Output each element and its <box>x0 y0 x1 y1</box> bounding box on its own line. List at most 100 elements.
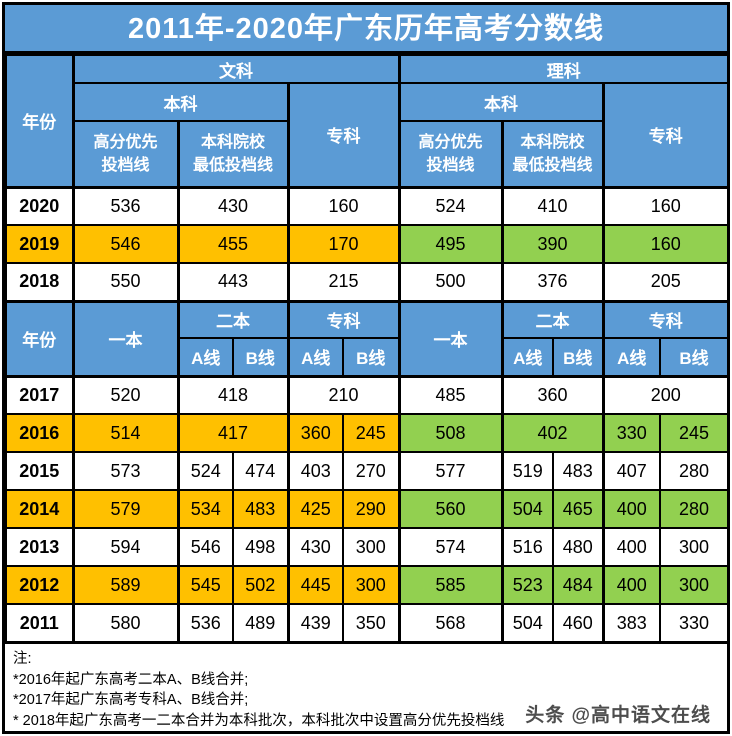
liberal-arts-header: 文科 <box>71 54 401 84</box>
score-cell: 508 <box>397 413 504 453</box>
score-cell: 280 <box>659 489 730 529</box>
score-cell: 568 <box>397 603 504 643</box>
header-row-lines: 高分优先 投档线 本科院校 最低投档线 高分优先 投档线 本科院校 最低投档线 <box>6 120 728 188</box>
score-cell: 390 <box>500 224 605 264</box>
score-cell: 205 <box>601 262 730 302</box>
minimum-line-header-wen: 本科院校 最低投档线 <box>176 120 289 188</box>
score-cell: 417 <box>176 413 289 453</box>
score-cell: 160 <box>286 185 401 226</box>
b-line-header: B线 <box>552 337 605 377</box>
year-cell: 2012 <box>5 565 74 605</box>
score-cell: 504 <box>500 603 555 643</box>
notes-section: 注: *2016年起广东高考二本A、B线合并; *2017年起广东高考专科A、B… <box>5 643 727 735</box>
score-cell: 546 <box>176 527 234 567</box>
science-header: 理科 <box>397 54 730 84</box>
score-cell: 360 <box>286 413 344 453</box>
score-cell: 474 <box>232 451 289 491</box>
score-cell: 573 <box>71 451 179 491</box>
score-cell: 360 <box>500 374 605 415</box>
tier1-header-wen: 一本 <box>71 299 179 377</box>
priority-line-header-li: 高分优先 投档线 <box>397 120 504 188</box>
tier2-header-wen: 二本 <box>176 299 289 339</box>
score-cell: 430 <box>176 185 289 226</box>
score-cell: 536 <box>176 603 234 643</box>
score-cell: 534 <box>176 489 234 529</box>
year-column-header: 年份 <box>5 54 74 188</box>
score-cell: 455 <box>176 224 289 264</box>
score-cell: 489 <box>232 603 289 643</box>
score-cell: 300 <box>342 565 401 605</box>
header-row-streams: 年份 文科 理科 <box>5 54 730 188</box>
header-section-bottom: 年份 一本 二本 专科 一本 二本 专科 A线 B线 A线 B线 A线 B线 A… <box>5 299 730 377</box>
score-cell: 577 <box>397 451 504 491</box>
score-cell: 514 <box>71 413 179 453</box>
score-cell: 400 <box>601 489 662 529</box>
score-cell: 520 <box>71 374 179 415</box>
table-row: 2018 550 443 215 500 376 205 <box>5 262 730 302</box>
year-cell: 2017 <box>5 374 74 415</box>
score-cell: 402 <box>500 413 605 453</box>
score-cell: 439 <box>286 603 344 643</box>
score-cell: 460 <box>552 603 605 643</box>
score-cell: 407 <box>601 451 662 491</box>
score-rows-2018-2020: 2020 536 430 160 524 410 160 2019 546 455 170 495 39… <box>5 185 730 302</box>
table-row: 2017 520 418 210 485 360 200 <box>5 374 730 415</box>
header-row-tiers: 本科 专科 本科 专科 <box>6 82 730 188</box>
year-cell: 2015 <box>5 451 74 491</box>
score-cell: 536 <box>71 185 179 226</box>
score-cell: 280 <box>659 451 730 491</box>
score-cell: 524 <box>397 185 504 226</box>
year-cell: 2018 <box>5 262 74 302</box>
notes-label: 注: <box>13 651 32 667</box>
score-cell: 245 <box>342 413 401 453</box>
score-cell: 383 <box>601 603 662 643</box>
college-header-wen: 专科 <box>286 82 401 188</box>
score-cell: 589 <box>71 565 179 605</box>
score-cell: 330 <box>659 603 730 643</box>
score-cell: 574 <box>397 527 504 567</box>
table-row: 2012 589 545 502 445 300 585 523 484 400 300 <box>5 565 730 605</box>
watermark: 头条 @高中语文在线 <box>525 704 711 726</box>
undergrad-header-li: 本科 <box>397 82 605 122</box>
score-cell: 400 <box>601 565 662 605</box>
score-cell: 498 <box>232 527 289 567</box>
table-row: 2011 580 536 489 439 350 568 504 460 383 330 <box>5 603 730 643</box>
minimum-line-header-li: 本科院校 最低投档线 <box>500 120 605 188</box>
a-line-header: A线 <box>176 337 234 377</box>
score-cell: 410 <box>500 185 605 226</box>
year-cell: 2019 <box>5 224 74 264</box>
score-cell: 585 <box>397 565 504 605</box>
score-cell: 425 <box>286 489 344 529</box>
score-cell: 580 <box>71 603 179 643</box>
a-line-header: A线 <box>286 337 344 377</box>
score-cell: 483 <box>232 489 289 529</box>
score-cell: 300 <box>659 527 730 567</box>
score-cell: 418 <box>176 374 289 415</box>
score-cell: 210 <box>286 374 401 415</box>
b-line-header: B线 <box>232 337 289 377</box>
year-cell: 2016 <box>5 413 74 453</box>
b-line-header: B线 <box>342 337 401 377</box>
table-row: 2019 546 455 170 495 390 160 <box>5 224 730 264</box>
undergrad-header-wen: 本科 <box>71 82 289 122</box>
year-cell: 2014 <box>5 489 74 529</box>
score-cell: 594 <box>71 527 179 567</box>
score-cell: 500 <box>397 262 504 302</box>
score-cell: 550 <box>71 262 179 302</box>
college-header2-wen: 专科 <box>286 299 401 339</box>
score-cell: 523 <box>500 565 555 605</box>
score-rows-2011-2017: 2017 520 418 210 485 360 200 2016 514 417 360 245 50… <box>5 374 730 643</box>
header-row-batches: 年份 一本 二本 专科 一本 二本 专科 <box>5 299 730 377</box>
score-cell: 170 <box>286 224 401 264</box>
note-item: *2017年起广东高考专科A、B线合并; <box>13 692 249 708</box>
header-section-top: 年份 文科 理科 本科 专科 本科 专科 高分优先 投档线 本科院校 最低投档线… <box>5 54 730 188</box>
table-row: 2016 514 417 360 245 508 402 330 245 <box>5 413 730 453</box>
score-cell: 480 <box>552 527 605 567</box>
header-row-ab-lines: A线 B线 A线 B线 A线 B线 A线 B线 <box>6 337 730 377</box>
tier1-header-li: 一本 <box>397 299 504 377</box>
college-header2-li: 专科 <box>601 299 730 339</box>
score-cell: 403 <box>286 451 344 491</box>
score-cell: 495 <box>397 224 504 264</box>
year-cell: 2011 <box>5 603 74 643</box>
